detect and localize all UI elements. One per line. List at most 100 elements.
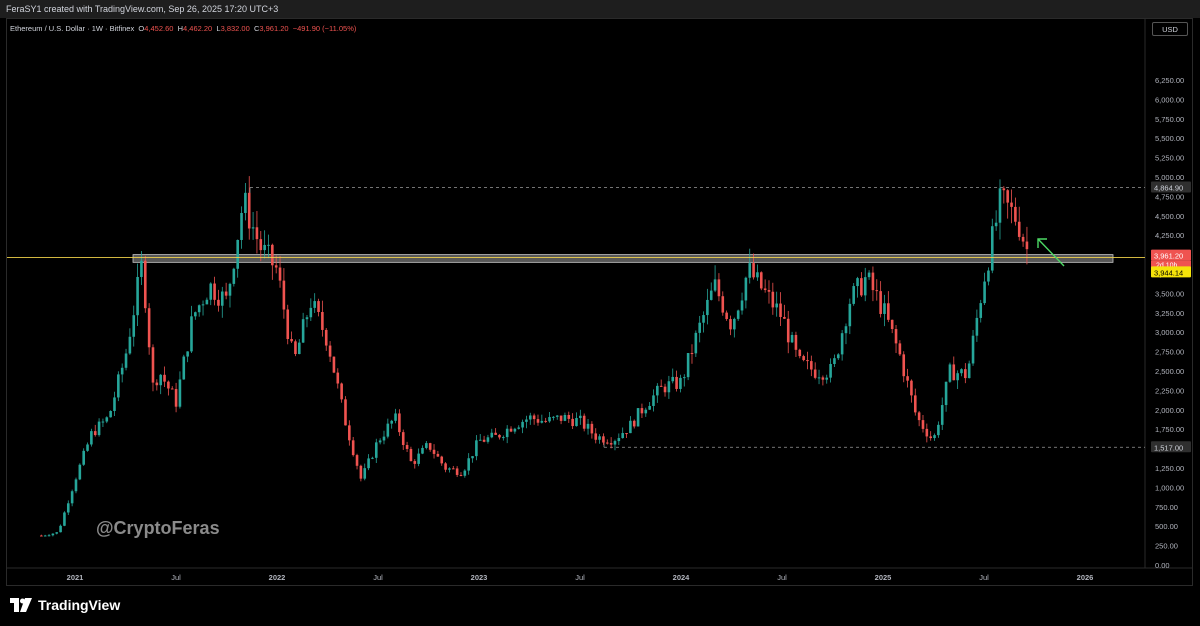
x-tick-label: 2022 (269, 573, 286, 582)
candle-body (910, 380, 913, 396)
candle-body (455, 468, 459, 475)
candle-body (609, 443, 613, 445)
candle-body (971, 335, 975, 364)
candle-body (324, 329, 328, 346)
candle-body (55, 532, 59, 534)
candle-body (151, 347, 155, 383)
candle-body (251, 227, 255, 229)
candle-body (679, 377, 682, 389)
candle-body (783, 316, 786, 319)
candle-body (779, 303, 782, 317)
candle-body (536, 419, 540, 423)
candle-body (517, 427, 521, 429)
candle-body (321, 311, 324, 330)
candle-body (887, 303, 890, 320)
candle-body (475, 440, 478, 457)
y-tick-label: 250.00 (1155, 542, 1178, 551)
candle-body (659, 385, 663, 387)
candle-body (93, 431, 97, 436)
symbol-title: Ethereum / U.S. Dollar · 1W · Bitfinex (10, 24, 135, 33)
candle-body (244, 192, 247, 213)
candle-body (82, 450, 85, 465)
candle-body (902, 354, 906, 377)
candle-body (113, 397, 116, 411)
candle-body (328, 345, 332, 357)
footer-bar: TradingView (0, 592, 1200, 626)
mark-price-label-bg (1151, 266, 1191, 278)
candle-body (486, 437, 490, 442)
candle-body (775, 303, 778, 308)
candle-body (817, 377, 821, 379)
candle-body (694, 332, 698, 354)
candle-body (802, 356, 805, 361)
candle-body (255, 227, 259, 240)
candle-body (240, 212, 243, 240)
change-value: −491.90 (−11.05%) (292, 24, 357, 33)
header-bar: FeraSY1 created with TradingView.com, Se… (0, 0, 1200, 18)
bottom-level-label: 1,517.00 (1154, 443, 1183, 452)
candle-body (644, 409, 648, 414)
current-price-label: 3,961.20 (1154, 252, 1183, 261)
candle-body (47, 535, 51, 537)
x-tick-label: 2025 (875, 573, 892, 582)
candle-body (617, 438, 621, 442)
candle-body (725, 312, 728, 320)
candle-body (363, 468, 367, 479)
candle-body (132, 315, 136, 337)
candle-body (97, 421, 101, 436)
candle-body (101, 421, 105, 423)
candle-body (505, 428, 509, 438)
candle-body (190, 316, 193, 352)
candle-body (856, 278, 859, 287)
candle-body (975, 317, 979, 336)
candle-body (1025, 241, 1029, 250)
candle-body (829, 363, 832, 378)
candle-body (717, 279, 721, 297)
candle-body (448, 468, 451, 470)
y-tick-label: 1,750.00 (1155, 425, 1184, 434)
candle-body (90, 431, 93, 445)
candle-body (733, 318, 736, 330)
candle-body (194, 312, 197, 317)
top-level-label-bg (1151, 181, 1191, 193)
currency-button[interactable]: USD (1152, 22, 1188, 36)
y-tick-label: 2,500.00 (1155, 367, 1184, 376)
candle-body (821, 377, 825, 380)
candle-body (467, 458, 470, 471)
top-level-label: 4,864.90 (1154, 183, 1183, 192)
candle-body (70, 491, 74, 504)
candle-body (355, 455, 359, 466)
candle-body (51, 533, 55, 536)
candle-body (494, 432, 497, 435)
chart-frame[interactable] (6, 18, 1193, 586)
candle-body (894, 329, 898, 344)
candle-body (898, 343, 902, 355)
candle-body (960, 369, 963, 374)
candle-body (1014, 206, 1017, 222)
candle-body (74, 479, 78, 492)
candle-body (174, 389, 178, 407)
candle-body (348, 425, 351, 441)
candle-body (836, 354, 840, 359)
candle-body (840, 333, 844, 355)
candle-body (224, 291, 228, 296)
candle-body (390, 420, 393, 424)
x-tick-label: Jul (373, 573, 383, 582)
watermark-text: @CryptoFeras (96, 518, 220, 538)
countdown-label: 2d 10h (1156, 263, 1178, 270)
candle-body (602, 436, 605, 443)
candle-body (987, 270, 990, 282)
chart-legend: Ethereum / U.S. Dollar · 1W · Bitfinex O… (10, 24, 356, 33)
candle-body (656, 385, 659, 396)
candle-body (378, 440, 382, 443)
tradingview-logo[interactable]: TradingView (10, 597, 120, 613)
candle-body (586, 423, 590, 429)
close-value: 3,961.20 (259, 24, 289, 33)
candle-body (879, 291, 882, 314)
candle-body (740, 300, 744, 311)
candle-body (197, 305, 201, 313)
candle-body (667, 381, 671, 393)
candle-body (209, 283, 213, 300)
candle-body (213, 283, 216, 300)
